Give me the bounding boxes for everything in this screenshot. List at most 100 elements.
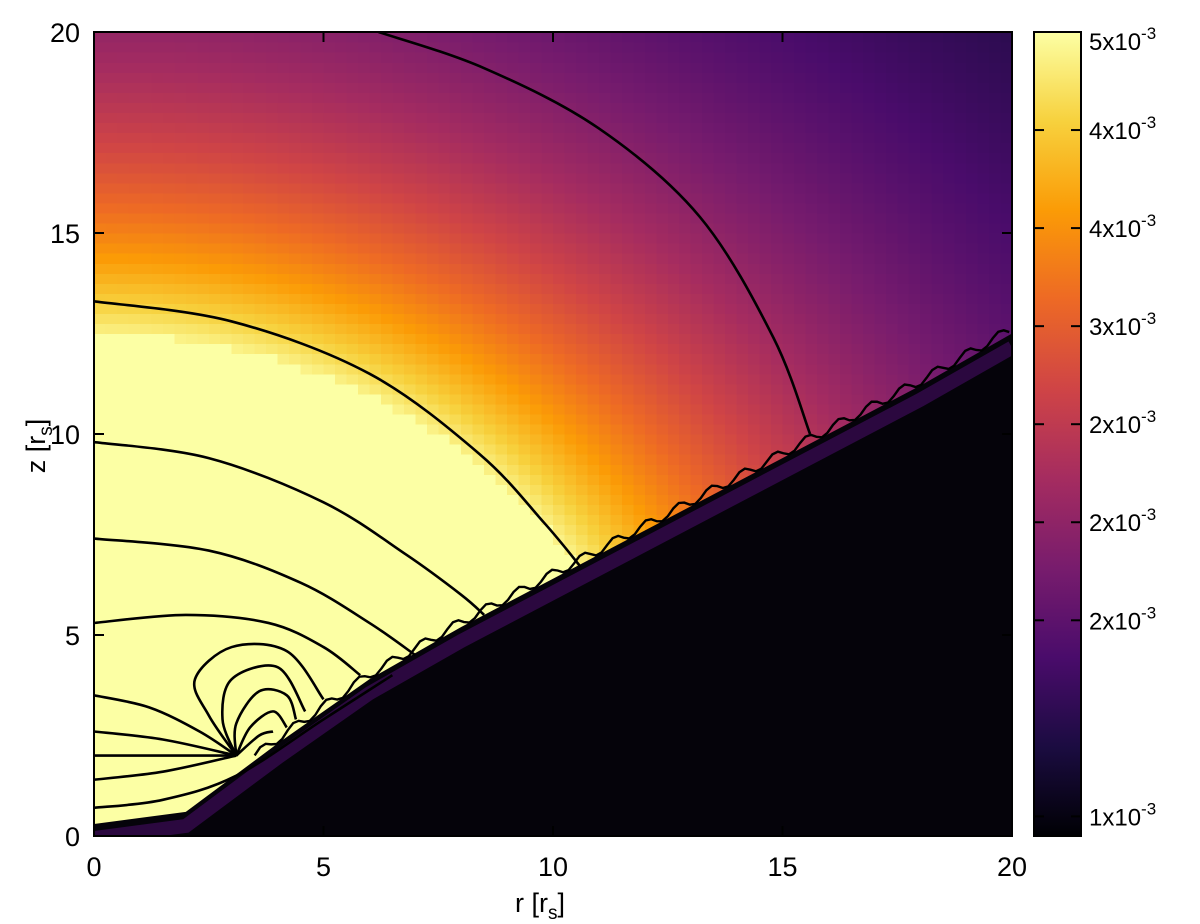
heatmap-cell (139, 715, 152, 727)
heatmap-cell (128, 434, 141, 445)
heatmap-cell (874, 253, 887, 264)
heatmap-cell (185, 323, 198, 335)
heatmap-cell (484, 233, 497, 244)
heatmap-cell (369, 333, 382, 345)
heatmap-cell (541, 444, 554, 455)
heatmap-cell (725, 313, 738, 325)
heatmap-cell (277, 363, 290, 375)
heatmap-cell (438, 222, 451, 234)
heatmap-cell (94, 353, 107, 365)
heatmap-cell (587, 222, 600, 234)
heatmap-cell (484, 474, 497, 485)
heatmap-cell (667, 273, 680, 284)
heatmap-cell (174, 635, 187, 646)
heatmap-cell (977, 263, 990, 274)
heatmap-cell (621, 212, 634, 224)
heatmap-cell (507, 403, 520, 415)
heatmap-cell (208, 303, 221, 314)
heatmap-cell (162, 574, 175, 586)
heatmap-cell (484, 363, 497, 375)
heatmap-cell (885, 383, 898, 395)
heatmap-cell (116, 795, 130, 807)
heatmap-cell (415, 484, 428, 495)
heatmap-cell (139, 474, 152, 485)
heatmap-cell (323, 283, 336, 294)
heatmap-cell (116, 333, 130, 345)
heatmap-cell (679, 333, 692, 345)
heatmap-cell (197, 313, 210, 325)
heatmap-cell (243, 363, 256, 375)
heatmap-cell (220, 594, 233, 606)
heatmap-cell (357, 343, 370, 355)
heatmap-cell (254, 554, 267, 566)
heatmap-cell (105, 655, 118, 666)
heatmap-cell (805, 303, 818, 314)
heatmap-cell (518, 283, 531, 294)
heatmap-cell (369, 484, 382, 495)
heatmap-cell (300, 614, 313, 626)
heatmap-cell (380, 233, 393, 244)
heatmap-cell (208, 263, 221, 274)
heatmap-cell (128, 745, 141, 757)
heatmap-cell (644, 413, 657, 425)
heatmap-cell (679, 444, 692, 455)
heatmap-cell (392, 373, 405, 385)
heatmap-cell (116, 725, 130, 737)
heatmap-cell (495, 413, 508, 425)
heatmap-cell (530, 233, 543, 244)
heatmap-cell (254, 514, 267, 526)
heatmap-cell (369, 212, 382, 224)
heatmap-cell (793, 333, 807, 345)
heatmap-cell (839, 212, 852, 224)
heatmap-cell (254, 635, 267, 646)
heatmap-cell (197, 574, 210, 586)
heatmap-cell (357, 645, 370, 656)
heatmap-cell (931, 263, 944, 274)
heatmap-cell (289, 403, 302, 415)
heatmap-cell (954, 283, 967, 294)
heatmap-cell (162, 393, 175, 405)
heatmap-cell (530, 504, 543, 515)
heatmap-cell (920, 303, 933, 314)
heatmap-cell (644, 233, 657, 244)
heatmap-cell (208, 363, 221, 375)
heatmap-cell (128, 715, 141, 727)
heatmap-cell (208, 283, 221, 294)
heatmap-cell (426, 363, 439, 375)
heatmap-cell (495, 212, 508, 224)
heatmap-cell (380, 313, 393, 325)
heatmap-cell (197, 343, 210, 355)
heatmap-cell (266, 635, 279, 646)
heatmap-cell (105, 363, 118, 375)
heatmap-cell (782, 413, 795, 425)
heatmap-cell (897, 363, 910, 375)
heatmap-cell (185, 775, 198, 787)
heatmap-cell (174, 474, 187, 485)
heatmap-cell (174, 554, 187, 566)
heatmap-cell (334, 253, 348, 264)
heatmap-cell (266, 253, 279, 264)
heatmap-cell (587, 363, 600, 375)
heatmap-cell (220, 303, 233, 314)
heatmap-cell (220, 353, 233, 365)
heatmap-cell (426, 494, 439, 505)
heatmap-cell (116, 444, 130, 455)
heatmap-cell (277, 604, 290, 616)
heatmap-cell (174, 514, 187, 526)
heatmap-cell (415, 383, 428, 395)
heatmap-cell (334, 233, 348, 244)
heatmap-cell (920, 243, 933, 254)
heatmap-cell (369, 494, 382, 505)
heatmap-cell (185, 423, 198, 435)
heatmap-cell (185, 273, 198, 284)
heatmap-cell (312, 413, 325, 425)
heatmap-cell (839, 243, 852, 254)
heatmap-cell (851, 323, 864, 335)
heatmap-cell (94, 444, 107, 455)
heatmap-cell (346, 584, 359, 596)
heatmap-cell (243, 413, 256, 425)
heatmap-cell (277, 403, 290, 415)
heatmap-cell (667, 253, 680, 264)
heatmap-cell (403, 614, 416, 626)
heatmap-cell (139, 655, 152, 666)
